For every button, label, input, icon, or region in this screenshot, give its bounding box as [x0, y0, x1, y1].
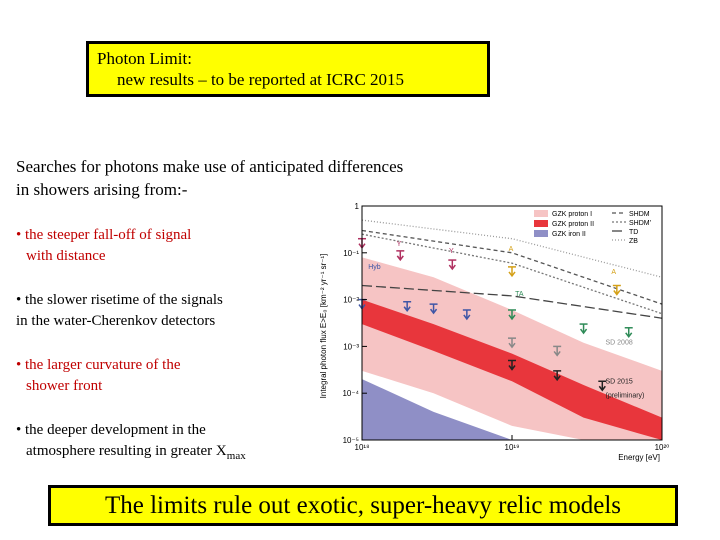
y-tick-label-4: 10⁻⁴	[342, 389, 359, 398]
limit-marker-15	[553, 370, 562, 382]
bullet-1-line2: with distance	[26, 248, 106, 264]
annotation-7: SD 2015	[605, 379, 632, 386]
photon-limit-plot: 10¹⁸ 10¹⁹ 10²⁰ 1 10⁻¹ 10⁻² 10⁻³ 10⁻⁴ 10⁻⁵ GZK pr…	[312, 196, 682, 468]
legend-label-1: GZK proton II	[552, 221, 594, 228]
legend-line-label-3: ZB	[629, 238, 638, 245]
annotation-0: Y	[397, 241, 402, 248]
y-tick-label-2: 10⁻²	[343, 296, 359, 305]
limit-marker-14	[508, 359, 516, 371]
bullet-3: • the larger curvature of the shower fro…	[16, 355, 316, 397]
bullet-3-line1: • the larger curvature of the	[16, 357, 181, 373]
x-tick-label-0: 10¹⁸	[355, 443, 370, 452]
annotation-3: A	[611, 269, 616, 276]
limit-marker-16	[598, 380, 607, 392]
intro-text: Searches for photons make use of anticip…	[16, 155, 536, 201]
intro-line1: Searches for photons make use of anticip…	[16, 157, 404, 176]
conclusion-text: The limits rule out exotic, super-heavy …	[104, 492, 621, 519]
bullet-4-line2-text: atmosphere resulting in greater X	[26, 443, 227, 459]
limit-marker-12	[508, 337, 516, 349]
bullet-4: • the deeper development in the atmosphe…	[16, 420, 316, 467]
y-tick-label-5: 10⁻⁵	[343, 436, 359, 445]
bullet-4-line2: atmosphere resulting in greater Xmax	[16, 441, 316, 467]
y-axis-label: Integral photon flux E>E₀ [km⁻² yr⁻¹ sr⁻…	[319, 254, 328, 399]
line-4	[361, 233, 663, 315]
legend-line-label-2: TD	[629, 229, 638, 236]
legend-label-0: GZK proton I	[552, 211, 592, 218]
limit-marker-8	[462, 309, 471, 321]
bullet-2-line1: • the slower risetime of the signals	[16, 292, 223, 308]
header-line2: new results – to be reported at ICRC 201…	[117, 70, 405, 89]
x-tick-label-1: 10¹⁹	[505, 443, 520, 452]
bullet-1: • the steeper fall-off of signal with di…	[16, 225, 316, 267]
limit-marker-11	[624, 327, 633, 339]
y-tick-label-1: 10⁻¹	[343, 249, 359, 258]
header-line1: Photon Limit:	[97, 49, 192, 68]
bullet-3-line2: shower front	[26, 378, 103, 394]
limit-marker-1	[396, 250, 405, 262]
annotation-8: (preliminary)	[605, 393, 644, 400]
limit-marker-9	[508, 309, 516, 321]
plot-svg: 10¹⁸ 10¹⁹ 10²⁰ 1 10⁻¹ 10⁻² 10⁻³ 10⁻⁴ 10⁻⁵ GZK pr…	[312, 196, 682, 468]
conclusion-box: The limits rule out exotic, super-heavy …	[48, 485, 678, 526]
limit-marker-2	[448, 259, 457, 271]
x-tick-label-2: 10²⁰	[655, 443, 670, 452]
bullet-4-line1: • the deeper development in the	[16, 422, 206, 438]
y-tick-label-3: 10⁻³	[343, 342, 359, 351]
legend-swatch-1	[534, 220, 548, 227]
y-tick-label-0: 1	[355, 202, 360, 211]
x-axis-label: Energy [eV]	[618, 453, 660, 462]
band-2	[362, 379, 512, 440]
bullet-2-line2: in the water-Cherenkov detectors	[16, 313, 216, 329]
annotation-2: A	[509, 246, 514, 253]
limit-marker-13	[553, 345, 562, 357]
legend-swatch-0	[534, 210, 548, 217]
header-box: Photon Limit: new results – to be report…	[86, 41, 490, 97]
limit-marker-10	[579, 323, 588, 335]
limit-marker-4	[612, 284, 621, 296]
bullet-4-subscript: max	[226, 450, 246, 462]
annotation-5: TA	[515, 291, 524, 298]
intro-line2: in showers arising from:-	[16, 180, 188, 199]
annotation-6: SD 2008	[605, 339, 632, 346]
legend-swatch-2	[534, 230, 548, 237]
legend-line-label-1: SHDM'	[629, 220, 651, 227]
legend-line-label-0: SHDM	[629, 211, 650, 218]
legend-label-2: GZK iron II	[552, 231, 586, 238]
line-5	[361, 284, 663, 319]
limit-marker-6	[403, 300, 412, 312]
annotation-1: Y	[449, 248, 454, 255]
limit-marker-3	[508, 266, 516, 278]
bullet-2: • the slower risetime of the signals in …	[16, 290, 316, 332]
line-3	[361, 229, 663, 305]
bullet-1-line1: • the steeper fall-off of signal	[16, 227, 192, 243]
annotation-4: Hyb	[368, 264, 381, 271]
limit-marker-7	[429, 303, 438, 315]
